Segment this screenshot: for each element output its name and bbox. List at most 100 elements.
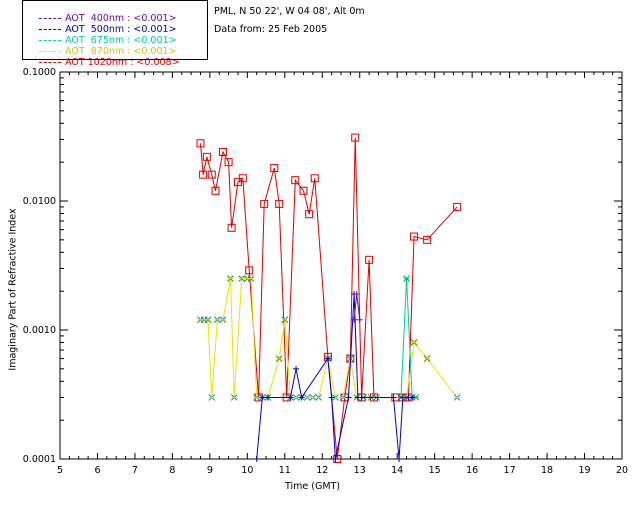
data-point-aot1020nm (351, 133, 360, 142)
data-point-aot870nm (339, 394, 347, 401)
legend-item-870: AOT 870nm : <0.001> (27, 35, 177, 57)
x-tick-label: 19 (578, 465, 590, 476)
legend-swatch-870 (39, 51, 62, 52)
y-tick-label: 0.0001 (23, 454, 56, 465)
data-point-aot500nm (328, 394, 335, 401)
x-tick-label: 8 (169, 465, 175, 476)
data-point-aot400nm (351, 316, 358, 323)
data-point-aot500nm (259, 394, 266, 401)
data-point-aot870nm (247, 275, 255, 283)
x-tick-label: 18 (541, 465, 553, 476)
legend-item-400: AOT 400nm : <0.001> (27, 2, 177, 24)
site-info: PML, N 50 22', W 04 08', Alt 0m (214, 6, 365, 17)
data-point-aot870nm (204, 316, 212, 324)
data-point-aot870nm (208, 394, 216, 401)
data-point-aot870nm (275, 355, 283, 362)
legend: AOT 400nm : <0.001> AOT 500nm : <0.001> … (22, 0, 208, 68)
x-axis-title: Time (GMT) (285, 481, 341, 492)
data-point-aot500nm (298, 394, 305, 401)
data-point-aot500nm (293, 365, 300, 372)
data-point-aot500nm (264, 394, 271, 401)
data-point-aot500nm (396, 456, 403, 462)
data-point-aot400nm (353, 291, 360, 298)
data-point-aot870nm (227, 275, 234, 283)
data-point-aot1020nm (196, 139, 205, 148)
legend-swatch-675 (39, 40, 62, 41)
data-point-aot1020nm (299, 186, 308, 195)
data-point-aot870nm (410, 339, 418, 346)
x-tick-label: 16 (466, 465, 478, 476)
legend-label-400: AOT 400nm : <0.001> (65, 13, 177, 24)
data-point-aot870nm (453, 394, 461, 401)
series-line-aot870nm (200, 278, 458, 398)
legend-swatch-400 (39, 18, 62, 19)
x-tick-label: 12 (316, 465, 328, 476)
x-tick-label: 13 (354, 465, 366, 476)
legend-swatch-1020 (39, 62, 62, 63)
data-point-aot870nm (230, 394, 238, 401)
data-point-aot500nm (358, 394, 365, 401)
data-point-aot1020nm (365, 255, 374, 264)
data-point-aot1020nm (270, 164, 279, 173)
data-point-aot1020nm (207, 170, 216, 179)
data-point-aot1020nm (260, 199, 269, 208)
data-point-aot1020nm (245, 266, 254, 275)
legend-label-500: AOT 500nm : <0.001> (65, 24, 177, 35)
x-tick-label: 11 (279, 465, 291, 476)
y-tick-label: 0.0010 (23, 325, 56, 336)
x-tick-label: 7 (132, 465, 138, 476)
y-tick-label: 0.0100 (23, 196, 56, 207)
data-point-aot870nm (281, 316, 289, 324)
x-tick-label: 15 (429, 465, 441, 476)
data-point-aot500nm (253, 456, 260, 462)
legend-swatch-500 (39, 29, 62, 30)
legend-item-500: AOT 500nm : <0.001> (27, 13, 177, 35)
data-point-aot400nm (356, 316, 363, 323)
data-point-aot1020nm (227, 223, 236, 232)
legend-item-675: AOT 675nm : <0.001> (27, 24, 177, 46)
y-tick-label: 0.1000 (23, 67, 56, 78)
data-point-aot870nm (253, 394, 261, 401)
data-date: Data from: 25 Feb 2005 (214, 24, 328, 35)
data-point-aot870nm (309, 394, 317, 401)
legend-label-675: AOT 675nm : <0.001> (65, 35, 177, 46)
legend-label-870: AOT 870nm : <0.001> (65, 46, 177, 57)
data-point-aot500nm (287, 394, 294, 401)
data-point-aot1020nm (199, 170, 208, 179)
data-point-aot500nm (399, 394, 406, 401)
data-point-aot1020nm (453, 202, 462, 211)
data-point-aot870nm (292, 394, 300, 401)
series-line-aot500nm (256, 294, 413, 460)
x-tick-label: 5 (57, 465, 63, 476)
data-point-aot870nm (423, 355, 431, 362)
series-line-aot675nm (400, 278, 416, 398)
x-tick-label: 10 (241, 465, 253, 476)
data-point-aot1020nm (202, 152, 211, 161)
data-point-aot500nm (324, 355, 331, 362)
data-point-aot1020nm (410, 232, 419, 241)
data-point-aot500nm (390, 394, 397, 401)
data-point-aot1020nm (211, 186, 220, 195)
data-point-aot1020nm (291, 176, 300, 185)
data-point-aot1020nm (310, 174, 319, 183)
data-point-aot1020nm (238, 174, 247, 183)
x-tick-label: 20 (616, 465, 628, 476)
data-point-aot500nm (332, 456, 339, 462)
legend-item-1020: AOT 1020nm : <0.008> (27, 46, 180, 68)
data-point-aot870nm (219, 316, 227, 324)
legend-label-1020: AOT 1020nm : <0.008> (65, 57, 180, 68)
data-point-aot1020nm (423, 235, 432, 244)
data-point-aot500nm (345, 394, 352, 401)
data-point-aot1020nm (218, 147, 227, 156)
data-point-aot870nm (303, 394, 311, 401)
x-tick-label: 6 (94, 465, 100, 476)
x-tick-label: 9 (207, 465, 213, 476)
data-point-aot1020nm (275, 199, 284, 208)
data-point-aot675nm (403, 275, 410, 283)
data-point-aot870nm (214, 316, 221, 324)
x-tick-label: 14 (391, 465, 403, 476)
x-tick-label: 17 (504, 465, 516, 476)
data-point-aot1020nm (224, 158, 233, 167)
data-point-aot1020nm (305, 210, 314, 219)
